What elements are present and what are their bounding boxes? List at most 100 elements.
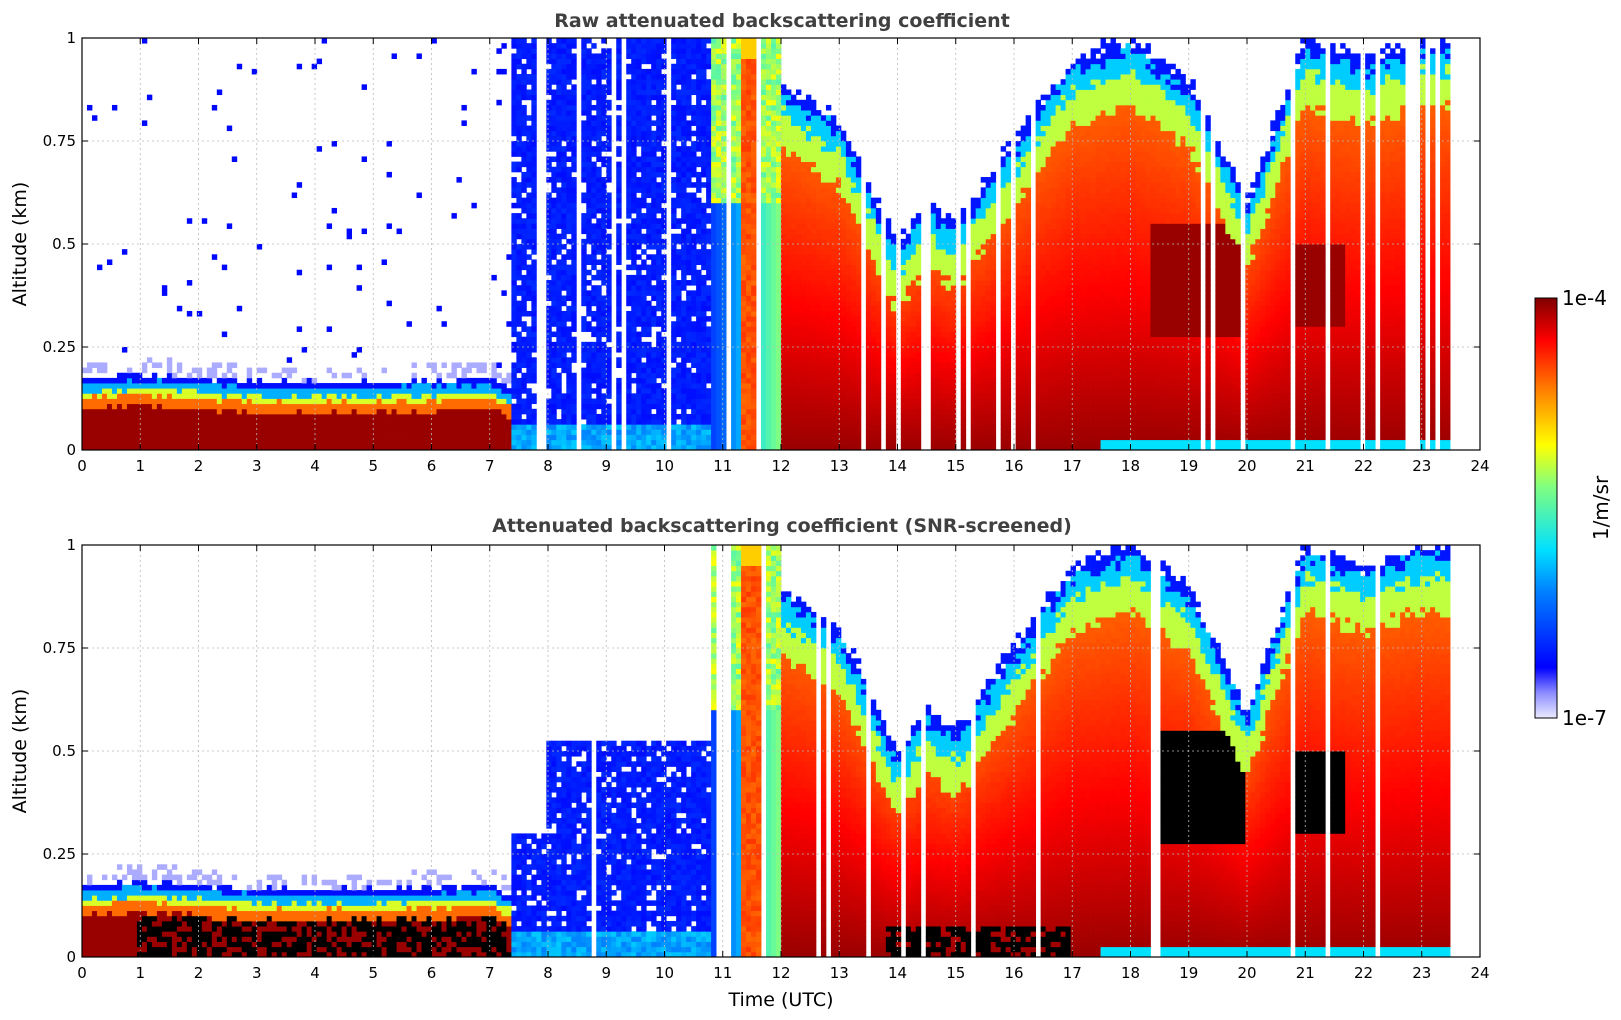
heatmap-cell — [591, 161, 597, 168]
heatmap-cell — [456, 403, 462, 410]
heatmap-cell — [686, 89, 692, 96]
heatmap-cell — [746, 53, 752, 59]
heatmap-cell — [761, 434, 767, 441]
heatmap-cell — [785, 316, 792, 322]
heatmap-cell — [586, 177, 592, 183]
heatmap-cell — [701, 228, 707, 235]
heatmap-cell — [82, 413, 88, 420]
heatmap-cell — [326, 444, 333, 451]
heatmap-cell — [741, 388, 747, 394]
heatmap-cell — [736, 249, 742, 255]
heatmap-cell — [501, 408, 507, 415]
heatmap-cell — [701, 367, 707, 374]
heatmap-cell — [511, 280, 517, 286]
heatmap-cell — [736, 383, 742, 389]
heatmap-cell — [741, 274, 747, 281]
heatmap-cell — [266, 383, 273, 389]
heatmap-cell — [751, 336, 757, 343]
heatmap-cell — [696, 372, 702, 379]
heatmap-cell — [641, 171, 647, 178]
heatmap-cell — [326, 424, 333, 430]
heatmap-cell — [511, 419, 517, 425]
heatmap-cell — [531, 207, 537, 214]
heatmap-cell — [146, 398, 153, 405]
heatmap-cell — [101, 393, 108, 399]
heatmap-cell — [671, 434, 677, 441]
heatmap-cell — [711, 419, 717, 425]
heatmap-cell — [711, 84, 717, 90]
heatmap-cell — [776, 280, 782, 286]
heatmap-cell — [606, 326, 612, 332]
heatmap-cell — [716, 58, 722, 65]
heatmap-cell — [336, 383, 343, 389]
heatmap-cell — [496, 372, 502, 379]
heatmap-cell — [236, 305, 243, 312]
heatmap-cell — [556, 63, 562, 70]
heatmap-cell — [736, 192, 742, 199]
heatmap-cell — [616, 213, 622, 219]
heatmap-cell — [556, 79, 562, 85]
heatmap-cell — [721, 53, 727, 59]
heatmap-cell — [676, 249, 682, 255]
heatmap-cell — [551, 439, 557, 446]
heatmap-cell — [461, 403, 467, 410]
heatmap-cell — [561, 99, 567, 106]
heatmap-cell — [751, 110, 757, 116]
heatmap-cell — [656, 89, 662, 96]
heatmap-cell — [401, 408, 407, 415]
heatmap-cell — [716, 177, 722, 183]
heatmap-cell — [781, 244, 787, 250]
heatmap-cell — [686, 223, 692, 229]
heatmap-cell — [91, 408, 98, 415]
heatmap-cell — [696, 207, 702, 214]
heatmap-cell — [701, 110, 707, 116]
heatmap-cell — [701, 326, 707, 332]
heatmap-cell — [281, 444, 288, 451]
heatmap-cell — [751, 326, 757, 332]
heatmap-cell — [641, 362, 647, 368]
heatmap-cell — [176, 393, 183, 399]
heatmap-cell — [556, 89, 562, 96]
heatmap-cell — [656, 290, 662, 296]
heatmap-cell — [421, 434, 427, 441]
heatmap-cell — [795, 213, 802, 219]
heatmap-cell — [561, 120, 567, 126]
heatmap-cell — [216, 393, 223, 399]
heatmap-cell — [556, 388, 562, 394]
heatmap-cell — [166, 357, 173, 363]
heatmap-cell — [601, 403, 607, 410]
heatmap-cell — [586, 94, 592, 101]
heatmap-cell — [706, 259, 712, 265]
heatmap-cell — [785, 388, 792, 394]
heatmap-cell — [771, 264, 777, 271]
heatmap-cell — [766, 377, 772, 384]
heatmap-cell — [186, 388, 193, 394]
heatmap-cell — [586, 115, 592, 121]
heatmap-cell — [191, 383, 198, 389]
heatmap-cell — [511, 254, 517, 260]
heatmap-cell — [626, 300, 632, 307]
heatmap-cell — [476, 444, 482, 451]
heatmap-cell — [146, 408, 153, 415]
heatmap-cell — [326, 223, 333, 229]
heatmap-cell — [516, 413, 522, 420]
heatmap-cell — [221, 398, 228, 405]
heatmap-cell — [156, 388, 163, 394]
heatmap-cell — [101, 367, 108, 374]
heatmap-cell — [731, 48, 737, 54]
heatmap-cell — [501, 434, 507, 441]
heatmap-cell — [641, 177, 647, 183]
heatmap-cell — [466, 413, 472, 420]
heatmap-cell — [766, 413, 772, 420]
heatmap-cell — [616, 238, 622, 245]
heatmap-cell — [671, 419, 677, 425]
heatmap-cell — [676, 388, 682, 394]
heatmap-cell — [446, 429, 452, 435]
heatmap-cell — [736, 264, 742, 271]
heatmap-cell — [686, 156, 692, 162]
heatmap-cell — [456, 434, 462, 441]
heatmap-cell — [626, 238, 632, 245]
heatmap-cell — [511, 228, 517, 235]
heatmap-cell — [626, 362, 632, 368]
heatmap-cell — [596, 99, 602, 106]
